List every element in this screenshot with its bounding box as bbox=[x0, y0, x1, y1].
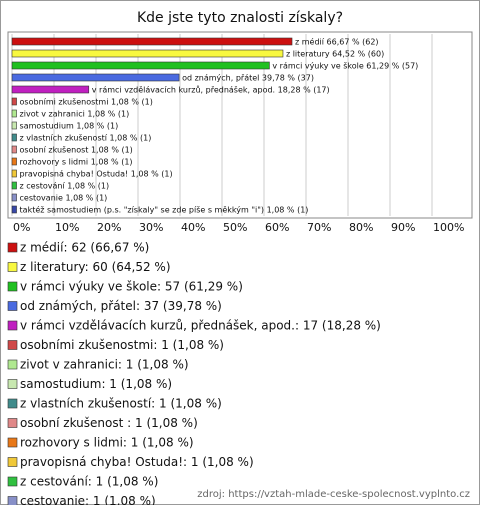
chart-title: Kde jste tyto znalosti získaly? bbox=[137, 10, 343, 26]
x-tick-label: 100% bbox=[433, 221, 464, 234]
legend-label: v rámci výuky ve škole: 57 (61,29 %) bbox=[20, 280, 243, 294]
legend-label: z cestování: 1 (1,08 %) bbox=[20, 475, 158, 489]
bar-label: z literatury 64,52 % (60) bbox=[286, 50, 384, 59]
source: zdroj: https://vztah-mlade-ceske-spolecn… bbox=[197, 489, 470, 500]
x-tick-label: 30% bbox=[139, 221, 163, 234]
bar-label: pravopisná chyba! Ostuda! 1,08 % (1) bbox=[20, 170, 173, 179]
bar bbox=[11, 85, 90, 94]
legend-label: od známých, přátel: 37 (39,78 %) bbox=[20, 299, 222, 313]
x-tick-label: 80% bbox=[349, 221, 373, 234]
bar-label: osobní zkušenost 1,08 % (1) bbox=[20, 145, 133, 155]
bar-label: v rámci vzdělávacích kurzů, přednášek, a… bbox=[92, 85, 330, 95]
bar-label: rozhovory s lidmi 1,08 % (1) bbox=[20, 158, 133, 167]
x-tick-label: 70% bbox=[307, 221, 331, 234]
legend-swatch bbox=[7, 262, 18, 272]
bar-label: z cestování 1,08 % (1) bbox=[20, 182, 110, 191]
bar bbox=[11, 193, 17, 202]
x-tick-label: 20% bbox=[97, 221, 121, 234]
legend-swatch bbox=[7, 476, 18, 487]
bar-label: samostudium 1,08 % (1) bbox=[20, 122, 119, 131]
bar bbox=[11, 145, 17, 154]
bar bbox=[11, 121, 17, 130]
x-tick-label: 50% bbox=[223, 221, 247, 234]
legend-label: osobními zkušenostmi: 1 (1,08 %) bbox=[20, 338, 224, 352]
x-tick-label: 90% bbox=[391, 221, 415, 234]
bar bbox=[11, 169, 17, 178]
bar bbox=[11, 49, 284, 58]
legend-swatch bbox=[7, 398, 18, 409]
bar bbox=[11, 37, 293, 46]
bar-label: taktéž samostudiem (p.s. "získaly" se zd… bbox=[20, 205, 309, 215]
legend-swatch bbox=[7, 320, 18, 331]
legend-swatch bbox=[7, 359, 18, 370]
bar bbox=[11, 97, 17, 106]
legend-swatch bbox=[7, 457, 18, 467]
legend-swatch bbox=[7, 281, 18, 292]
bar-label: od známých, přátel 39,78 % (37) bbox=[182, 74, 314, 83]
bar bbox=[11, 109, 17, 118]
bar bbox=[11, 205, 17, 214]
legend-swatch bbox=[7, 301, 18, 311]
x-tick-label: 40% bbox=[181, 221, 205, 234]
bar-label: osobními zkušenostmi 1,08 % (1) bbox=[20, 97, 153, 107]
bar bbox=[11, 133, 17, 142]
legend-label: samostudium: 1 (1,08 %) bbox=[20, 377, 172, 391]
legend-label: z médií: 62 (66,67 %) bbox=[20, 241, 149, 255]
legend-swatch bbox=[7, 418, 18, 428]
bar-label: v rámci výuky ve škole 61,29 % (57) bbox=[272, 61, 418, 71]
legend-swatch bbox=[7, 242, 18, 253]
legend-label: pravopisná chyba! Ostuda!: 1 (1,08 %) bbox=[20, 455, 254, 469]
legend-swatch bbox=[7, 437, 18, 448]
bar bbox=[11, 61, 270, 70]
bar bbox=[11, 73, 180, 82]
bar-label: cestovanie 1,08 % (1) bbox=[20, 194, 108, 203]
legend-label: cestovanie: 1 (1,08 %) bbox=[20, 494, 156, 505]
bar-label: z vlastních zkušeností 1,08 % (1) bbox=[20, 133, 152, 143]
x-tick-label: 10% bbox=[55, 221, 79, 234]
x-tick-label: 0% bbox=[13, 221, 30, 234]
legend-label: rozhovory s lidmi: 1 (1,08 %) bbox=[20, 436, 194, 450]
bar bbox=[11, 157, 17, 166]
legend-swatch bbox=[7, 379, 18, 389]
x-tick-label: 60% bbox=[265, 221, 289, 234]
legend-label: zivot v zahranici: 1 (1,08 %) bbox=[20, 358, 189, 372]
legend-label: osobní zkušenost : 1 (1,08 %) bbox=[20, 416, 198, 430]
bar bbox=[11, 181, 17, 190]
legend-label: z literatury: 60 (64,52 %) bbox=[20, 260, 171, 274]
legend-swatch bbox=[7, 496, 18, 506]
legend-swatch bbox=[7, 340, 18, 350]
bar-label: z médií 66,67 % (62) bbox=[295, 37, 379, 47]
legend-label: z vlastních zkušeností: 1 (1,08 %) bbox=[20, 397, 222, 411]
legend-label: v rámci vzdělávacích kurzů, přednášek, a… bbox=[20, 319, 381, 333]
bar-label: zivot v zahranici 1,08 % (1) bbox=[20, 110, 130, 119]
